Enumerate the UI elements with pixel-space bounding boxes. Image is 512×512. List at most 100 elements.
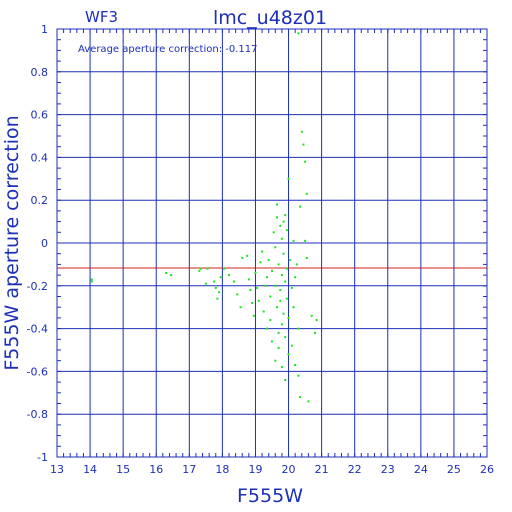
y-tick-label: -0.4 [27, 323, 48, 336]
x-tick-label: 22 [348, 463, 362, 476]
data-point [228, 274, 230, 277]
x-tick-label: 20 [282, 463, 296, 476]
data-point [274, 359, 277, 362]
data-point [280, 237, 283, 240]
data-point [246, 254, 249, 257]
data-point [264, 284, 267, 287]
data-point [274, 284, 277, 287]
y-tick-label: 0.8 [31, 66, 49, 79]
data-point [299, 396, 302, 399]
data-point [204, 282, 207, 285]
x-tick-label: 13 [50, 463, 64, 476]
x-tick-labels: 13 14 15 16 17 18 19 20 21 22 23 24 25 26 [50, 463, 494, 476]
data-point [279, 299, 282, 302]
x-tick-label: 24 [414, 463, 428, 476]
data-point [198, 269, 201, 272]
y-tick-label: -0.6 [27, 365, 48, 378]
data-point [241, 256, 244, 259]
x-tick-label: 25 [447, 463, 461, 476]
x-tick-label: 18 [215, 463, 229, 476]
x-tick-label: 15 [116, 463, 130, 476]
data-point [277, 331, 280, 334]
data-point [272, 231, 275, 234]
data-point [304, 160, 307, 163]
x-tick-label: 19 [248, 463, 262, 476]
data-point [285, 267, 288, 270]
data-point [287, 316, 290, 319]
data-point [279, 289, 282, 292]
data-point [199, 267, 202, 270]
data-point [262, 310, 265, 313]
data-point [90, 278, 93, 281]
data-point [275, 203, 278, 206]
grid-lines [57, 29, 487, 457]
data-point [249, 289, 252, 292]
data-point [304, 239, 307, 242]
data-point [259, 261, 262, 264]
data-point [299, 205, 302, 208]
data-point [307, 400, 310, 403]
data-point [302, 143, 305, 146]
data-point [290, 344, 293, 347]
data-point [310, 314, 313, 317]
data-point [305, 256, 308, 259]
y-tick-label: -1 [37, 451, 48, 464]
data-point [282, 220, 285, 223]
chart-subtitle: WF3 [85, 8, 118, 26]
data-point [277, 263, 280, 266]
y-tick-labels: 1 0.8 0.6 0.4 0.2 0 -0.2 -0.4 -0.6 -0.8 -1 [27, 23, 48, 464]
y-tick-label: 0 [41, 237, 48, 250]
data-point [269, 295, 272, 298]
data-point [295, 263, 298, 266]
data-point [232, 280, 235, 283]
data-point [297, 374, 300, 377]
x-tick-label: 21 [315, 463, 329, 476]
data-point [277, 346, 280, 349]
y-axis-label: F555W aperture correction [1, 115, 23, 370]
data-point [266, 327, 269, 330]
data-point [239, 306, 242, 309]
y-tick-label: 0.4 [31, 151, 49, 164]
data-point [280, 323, 283, 326]
data-point [90, 280, 93, 283]
data-point [216, 297, 219, 300]
data-point [254, 271, 257, 274]
data-point [252, 314, 255, 317]
data-point [261, 250, 264, 253]
data-point [290, 286, 293, 289]
data-point [214, 286, 217, 289]
data-point [314, 331, 316, 334]
data-point [285, 229, 288, 232]
data-point [292, 239, 295, 242]
average-annotation: Average aperture correction: -0.117 [78, 44, 258, 55]
data-point [297, 327, 300, 330]
data-point [206, 267, 209, 270]
x-tick-label: 23 [381, 463, 395, 476]
data-point [271, 269, 273, 272]
data-point [218, 291, 221, 294]
data-point [213, 280, 216, 283]
x-tick-label: 16 [149, 463, 163, 476]
x-axis-label: F555W [237, 485, 303, 507]
y-tick-label: 0.6 [31, 109, 49, 122]
y-tick-label: -0.2 [27, 280, 48, 293]
data-point [280, 366, 283, 369]
data-point [275, 216, 278, 219]
data-point [289, 259, 292, 262]
data-point [287, 353, 290, 356]
data-point [305, 192, 308, 195]
y-tick-label: 1 [41, 23, 48, 36]
data-point [274, 246, 277, 249]
data-point [257, 299, 260, 302]
data-point [275, 306, 278, 309]
minor-ticks [56, 28, 488, 458]
data-point [292, 306, 295, 309]
data-point [251, 301, 254, 304]
data-point [282, 252, 285, 255]
data-point [284, 378, 287, 381]
data-point [285, 297, 288, 300]
data-point [280, 274, 283, 277]
y-tick-label: -0.8 [27, 408, 48, 421]
data-point [279, 224, 282, 227]
data-point [269, 319, 272, 322]
